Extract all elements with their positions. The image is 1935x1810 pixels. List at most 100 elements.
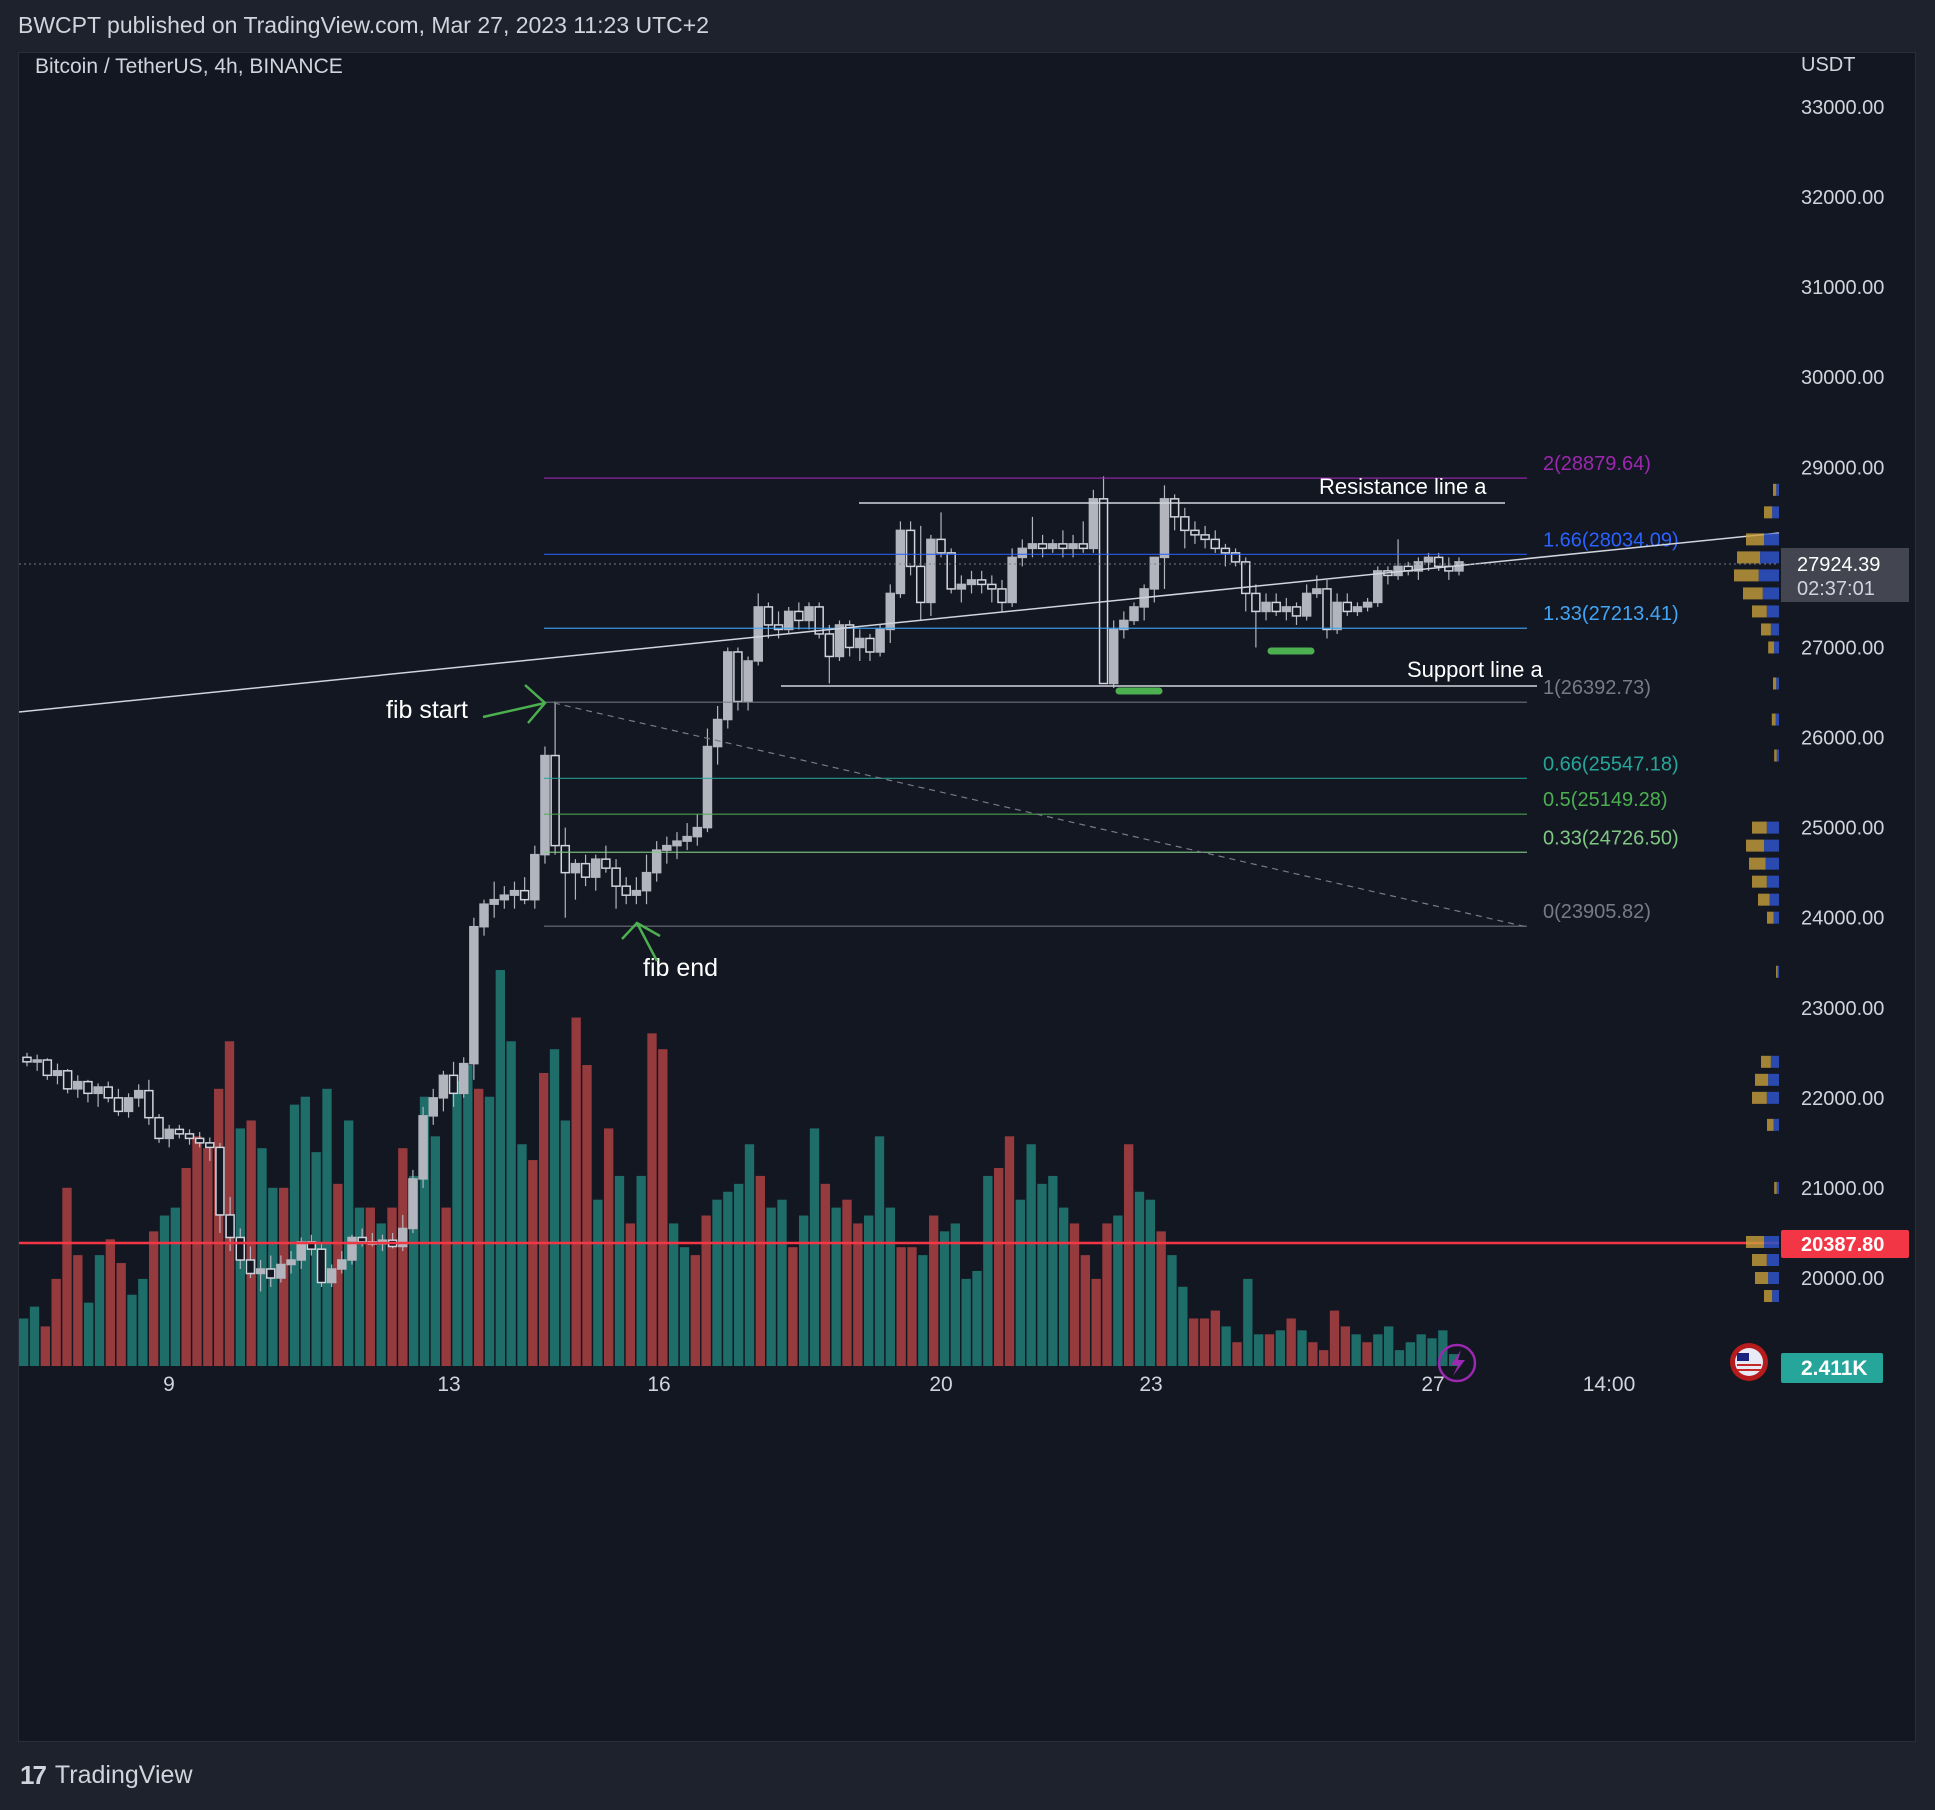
candle-body	[83, 1080, 93, 1095]
brand-name[interactable]: TradingView	[54, 1761, 193, 1789]
candle-body	[448, 1074, 459, 1095]
volume-bar	[105, 1239, 115, 1366]
chart-panel[interactable]: 2(28879.64) 1.66(28034.09) 1.33(27213.41) 1…	[18, 52, 1916, 1742]
volume-bar	[939, 1231, 950, 1366]
volume-bar	[224, 1041, 235, 1366]
profile-bar-up	[1755, 1073, 1769, 1086]
volume-bar	[1394, 1350, 1405, 1366]
candle-body	[22, 1056, 32, 1063]
candle-body	[1301, 592, 1312, 617]
candle-body	[1108, 628, 1119, 685]
candle-body	[794, 610, 804, 622]
volume-bar	[257, 1148, 267, 1366]
volume-bar	[788, 1247, 798, 1366]
candle-body	[611, 867, 621, 887]
symbol-title: Bitcoin / TetherUS, 4h, BINANCE	[35, 55, 343, 78]
candle-body	[509, 889, 520, 896]
volume-bar	[170, 1207, 180, 1366]
volume-bar	[441, 1207, 451, 1366]
candle-body	[1190, 529, 1200, 536]
chart-svg[interactable]: 2(28879.64) 1.66(28034.09) 1.33(27213.41) 1…	[18, 53, 1915, 1741]
price-tick-6: 27000.00	[1801, 637, 1884, 659]
volume-bar	[1102, 1223, 1112, 1366]
volume-bar	[51, 1278, 61, 1366]
volume-bar	[885, 1207, 895, 1366]
volume-bar	[744, 1144, 755, 1366]
profile-bar-up	[1771, 713, 1776, 726]
price-tick-11: 22000.00	[1801, 1088, 1884, 1110]
volume-bar	[1264, 1334, 1275, 1366]
profile-bar-down	[1766, 1253, 1779, 1266]
volume-bar	[214, 1088, 224, 1366]
profile-bar-down	[1773, 1118, 1779, 1131]
volume-bar	[874, 1136, 885, 1366]
volume-bar	[463, 1065, 473, 1366]
profile-bar-down	[1777, 965, 1779, 978]
candle-body	[855, 637, 865, 649]
profile-bar-up	[1752, 605, 1767, 618]
candle-body	[946, 552, 956, 590]
candle-body	[936, 538, 946, 554]
candle-body	[712, 718, 723, 748]
profile-bar-down	[1770, 1055, 1779, 1068]
candle-body	[540, 754, 550, 856]
candle-body	[824, 633, 835, 658]
candle-body	[1119, 619, 1129, 631]
candle-body	[895, 529, 906, 595]
candle-body	[1048, 543, 1058, 550]
volume-bar	[419, 1096, 430, 1366]
volume-bar	[1373, 1334, 1383, 1366]
lightning-icon[interactable]	[1437, 1343, 1477, 1383]
candle-body	[672, 840, 682, 847]
alert-price-label: 20387.80	[1781, 1230, 1909, 1258]
volume-bar	[907, 1247, 917, 1366]
profile-bar-down	[1772, 1290, 1779, 1303]
countdown-label: 02:37:01	[1797, 578, 1875, 600]
volume-bar	[690, 1255, 700, 1366]
price-axis: 33000.00 32000.00 31000.00 30000.00 29000.00…	[1801, 97, 1884, 1290]
flag-icon[interactable]	[1730, 1343, 1768, 1381]
candle-body	[1312, 588, 1322, 595]
price-tick-10: 23000.00	[1801, 998, 1884, 1020]
volume-bar	[84, 1302, 94, 1366]
candle-body	[1332, 601, 1342, 631]
candle-body	[966, 579, 977, 586]
candle-body	[1078, 543, 1088, 550]
candle-body	[733, 651, 743, 703]
candle-body	[1342, 601, 1353, 613]
candle-body	[1352, 606, 1363, 613]
volume-bar	[593, 1199, 603, 1366]
candle-body	[1210, 538, 1221, 550]
candle-body	[814, 606, 824, 635]
volume-bar	[1134, 1191, 1145, 1366]
candle-body	[1230, 552, 1241, 563]
volume-bar	[1405, 1342, 1415, 1366]
volume-bar	[1384, 1326, 1394, 1366]
candle-body	[601, 858, 611, 869]
candle-body	[1322, 588, 1332, 631]
volume-bar	[1221, 1326, 1231, 1366]
volume-badge: 2.411K	[1781, 1353, 1883, 1383]
volume-bar	[1243, 1278, 1253, 1366]
profile-bar-up	[1746, 533, 1765, 546]
candle-body	[469, 925, 479, 1065]
volume-bar	[376, 1223, 386, 1366]
svg-text:2.411K: 2.411K	[1801, 1357, 1868, 1380]
time-tick-3: 20	[929, 1373, 952, 1396]
candle-body	[915, 565, 926, 604]
volume-bar	[669, 1223, 679, 1366]
volume-bar	[1438, 1330, 1448, 1366]
price-tick-12: 21000.00	[1801, 1178, 1884, 1200]
profile-bar-down	[1772, 506, 1779, 519]
candle-body	[184, 1133, 195, 1140]
profile-bar-up	[1752, 875, 1767, 888]
profile-bar-down	[1776, 749, 1779, 762]
fib-diagonal	[553, 702, 1528, 928]
tradingview-logo-icon[interactable]: 17	[20, 1760, 47, 1790]
candle-body	[926, 538, 936, 604]
candle-body	[875, 628, 885, 653]
candle-body	[1088, 498, 1099, 550]
candle-body	[52, 1070, 63, 1077]
volume-bar	[1091, 1278, 1101, 1366]
volume-bar	[950, 1223, 960, 1366]
